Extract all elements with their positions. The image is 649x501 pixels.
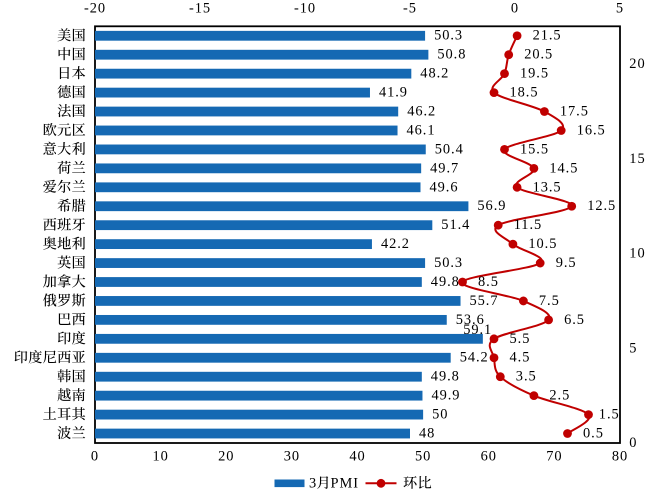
svg-text:56.9: 56.9 xyxy=(477,198,506,214)
svg-text:5.5: 5.5 xyxy=(510,331,531,347)
svg-text:7.5: 7.5 xyxy=(539,293,560,309)
svg-text:50: 50 xyxy=(432,407,448,423)
svg-text:42.2: 42.2 xyxy=(381,236,410,252)
svg-text:49.6: 49.6 xyxy=(430,179,459,195)
svg-text:20: 20 xyxy=(629,56,645,72)
svg-text:14.5: 14.5 xyxy=(549,160,578,176)
svg-text:1.5: 1.5 xyxy=(599,407,620,423)
svg-text:4.5: 4.5 xyxy=(510,350,531,366)
svg-text:50.8: 50.8 xyxy=(437,47,466,63)
svg-text:10: 10 xyxy=(629,246,645,262)
svg-text:10: 10 xyxy=(152,448,168,464)
svg-text:48.2: 48.2 xyxy=(420,66,449,82)
svg-text:30: 30 xyxy=(284,448,300,464)
svg-text:50.4: 50.4 xyxy=(435,141,464,157)
svg-text:21.5: 21.5 xyxy=(533,28,562,44)
svg-text:9.5: 9.5 xyxy=(556,255,577,271)
svg-text:5: 5 xyxy=(629,340,637,356)
svg-text:17.5: 17.5 xyxy=(560,103,589,119)
svg-text:19.5: 19.5 xyxy=(520,66,549,82)
svg-text:PMI: PMI xyxy=(331,475,359,491)
svg-text:80: 80 xyxy=(612,448,628,464)
svg-text:15: 15 xyxy=(629,151,645,167)
svg-text:18.5: 18.5 xyxy=(510,85,539,101)
svg-text:16.5: 16.5 xyxy=(577,122,606,138)
svg-text:12.5: 12.5 xyxy=(587,198,616,214)
svg-text:50.3: 50.3 xyxy=(434,255,463,271)
svg-text:20: 20 xyxy=(218,448,234,464)
svg-text:50.3: 50.3 xyxy=(434,28,463,44)
svg-text:3: 3 xyxy=(309,475,317,491)
svg-text:55.7: 55.7 xyxy=(470,293,499,309)
svg-text:10.5: 10.5 xyxy=(528,236,557,252)
svg-text:50: 50 xyxy=(415,448,431,464)
svg-text:49.8: 49.8 xyxy=(431,369,460,385)
svg-text:11.5: 11.5 xyxy=(514,217,542,233)
svg-text:53.6: 53.6 xyxy=(456,312,485,328)
svg-text:8.5: 8.5 xyxy=(478,274,499,290)
svg-text:41.9: 41.9 xyxy=(379,85,408,101)
svg-text:59.1: 59.1 xyxy=(463,322,492,338)
svg-text:20.5: 20.5 xyxy=(524,47,553,63)
svg-text:60: 60 xyxy=(481,448,497,464)
svg-text:70: 70 xyxy=(546,448,562,464)
svg-text:-20: -20 xyxy=(84,1,106,17)
svg-text:0: 0 xyxy=(629,435,637,451)
svg-text:49.8: 49.8 xyxy=(431,274,460,290)
svg-text:2.5: 2.5 xyxy=(549,388,570,404)
svg-text:5: 5 xyxy=(616,1,624,17)
svg-text:40: 40 xyxy=(349,448,365,464)
svg-text:6.5: 6.5 xyxy=(564,312,585,328)
svg-text:15.5: 15.5 xyxy=(520,141,549,157)
svg-text:49.9: 49.9 xyxy=(431,388,460,404)
svg-text:0: 0 xyxy=(91,448,99,464)
svg-text:46.2: 46.2 xyxy=(407,103,436,119)
svg-text:-10: -10 xyxy=(294,1,316,17)
svg-text:-5: -5 xyxy=(403,1,417,17)
svg-text:3.5: 3.5 xyxy=(516,369,537,385)
svg-text:0.5: 0.5 xyxy=(583,425,604,441)
svg-text:-15: -15 xyxy=(189,1,211,17)
svg-text:49.7: 49.7 xyxy=(430,160,459,176)
svg-text:0: 0 xyxy=(511,1,519,17)
svg-text:13.5: 13.5 xyxy=(533,179,562,195)
svg-text:48: 48 xyxy=(419,425,435,441)
svg-text:54.2: 54.2 xyxy=(460,350,489,366)
svg-text:51.4: 51.4 xyxy=(441,217,470,233)
svg-text:46.1: 46.1 xyxy=(407,122,436,138)
